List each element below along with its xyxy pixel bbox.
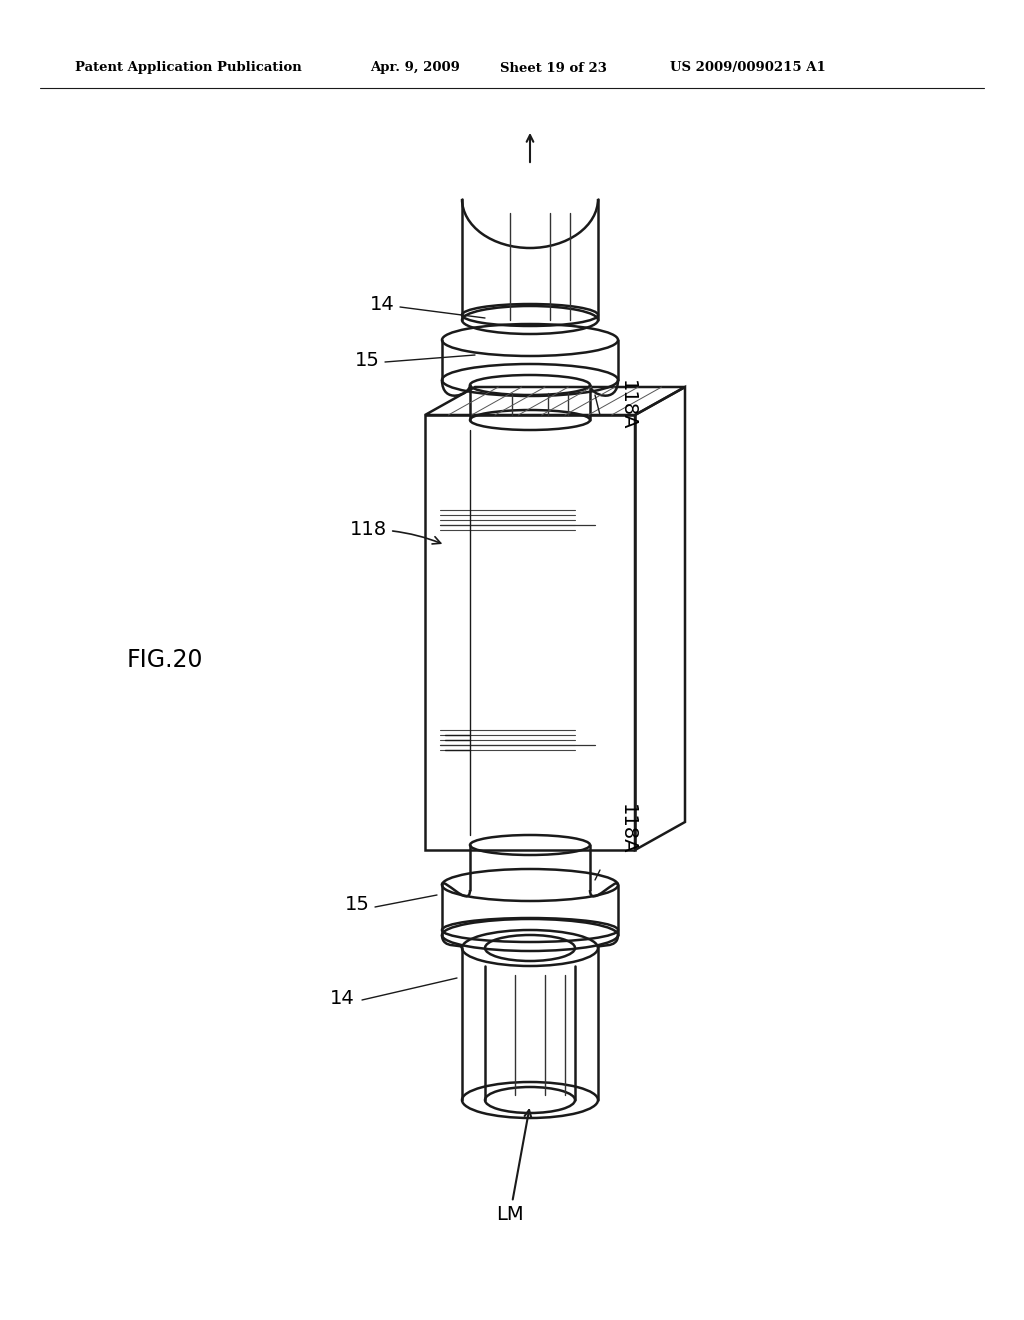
Text: 14: 14 <box>330 989 354 1007</box>
Text: 118A: 118A <box>618 804 637 855</box>
Text: Patent Application Publication: Patent Application Publication <box>75 62 302 74</box>
Text: LM: LM <box>497 1110 531 1224</box>
Text: 118: 118 <box>350 520 440 544</box>
Text: Apr. 9, 2009: Apr. 9, 2009 <box>370 62 460 74</box>
Text: US 2009/0090215 A1: US 2009/0090215 A1 <box>670 62 825 74</box>
Text: 15: 15 <box>345 895 370 915</box>
Text: Sheet 19 of 23: Sheet 19 of 23 <box>500 62 607 74</box>
Text: 14: 14 <box>370 296 394 314</box>
Text: 15: 15 <box>355 351 380 370</box>
Text: FIG.20: FIG.20 <box>127 648 203 672</box>
Text: 118A: 118A <box>618 380 637 430</box>
